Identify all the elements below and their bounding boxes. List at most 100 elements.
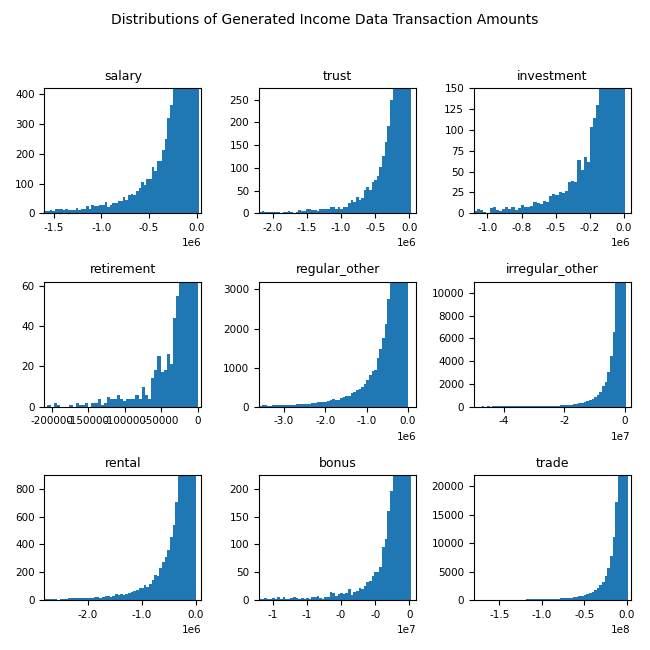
Bar (291, 405, 293, 407)
Title: salary: salary (104, 70, 142, 83)
Bar (145, 395, 148, 407)
Bar (154, 172, 157, 213)
Bar (157, 577, 159, 600)
Bar (120, 398, 123, 407)
Bar (332, 593, 335, 600)
Bar (489, 209, 493, 213)
Bar (374, 180, 377, 213)
Bar (52, 599, 55, 600)
Bar (70, 598, 73, 600)
Bar (57, 405, 60, 407)
Bar (60, 209, 62, 213)
Bar (133, 195, 136, 213)
Bar (578, 596, 581, 600)
Bar (332, 399, 335, 407)
Bar (159, 568, 162, 600)
Bar (330, 400, 332, 407)
Bar (151, 580, 154, 600)
Bar (566, 405, 568, 407)
Bar (135, 395, 138, 407)
Bar (540, 204, 543, 213)
Title: irregular_other: irregular_other (506, 263, 599, 276)
Bar (515, 210, 518, 213)
Bar (390, 100, 393, 213)
Bar (565, 191, 568, 213)
Bar (361, 198, 364, 213)
Bar (361, 387, 364, 407)
Bar (283, 405, 285, 407)
Bar (571, 597, 573, 600)
Bar (267, 211, 270, 213)
Title: retirement: retirement (90, 263, 156, 276)
Bar (129, 398, 132, 407)
Bar (154, 370, 157, 407)
Bar (186, 46, 188, 407)
Bar (364, 384, 367, 407)
Bar (278, 597, 280, 600)
Bar (385, 324, 387, 407)
Bar (97, 206, 99, 213)
Bar (340, 398, 343, 407)
Bar (89, 597, 92, 600)
Bar (62, 210, 65, 213)
Bar (345, 207, 348, 213)
Bar (304, 599, 306, 600)
Bar (176, 296, 179, 407)
Bar (552, 406, 555, 407)
Bar (164, 139, 167, 213)
Bar (604, 382, 607, 407)
Bar (132, 398, 135, 407)
Bar (125, 594, 128, 600)
Bar (55, 599, 57, 600)
Bar (540, 599, 542, 600)
Bar (578, 403, 581, 407)
Bar (172, 525, 176, 600)
Bar (319, 209, 322, 213)
Bar (364, 586, 367, 600)
Bar (337, 400, 340, 407)
Bar (335, 400, 337, 407)
Text: 1e6: 1e6 (396, 239, 416, 248)
Bar (602, 582, 604, 600)
Bar (330, 207, 332, 213)
Bar (92, 205, 94, 213)
Bar (327, 401, 330, 407)
Bar (76, 208, 79, 213)
Bar (94, 597, 97, 600)
Bar (116, 395, 120, 407)
Bar (599, 586, 602, 600)
Bar (317, 211, 319, 213)
Bar (120, 593, 123, 600)
Bar (377, 572, 380, 600)
Bar (306, 209, 309, 213)
Bar (262, 211, 265, 213)
Bar (81, 598, 84, 600)
Bar (337, 207, 340, 213)
Bar (408, 0, 411, 600)
Bar (111, 398, 114, 407)
Bar (288, 211, 291, 213)
Bar (558, 406, 560, 407)
Bar (374, 572, 377, 600)
Bar (592, 398, 594, 407)
Bar (571, 405, 573, 407)
Bar (283, 211, 285, 213)
Bar (86, 599, 89, 600)
Bar (343, 397, 345, 407)
Bar (178, 10, 181, 213)
Bar (369, 190, 372, 213)
Bar (343, 207, 345, 213)
Bar (550, 599, 552, 600)
Bar (98, 398, 101, 407)
Bar (102, 205, 105, 213)
Bar (278, 405, 280, 407)
Bar (151, 167, 154, 213)
Bar (317, 596, 319, 600)
Bar (576, 404, 578, 407)
Bar (593, 118, 596, 213)
Bar (176, 502, 178, 600)
Bar (406, 0, 408, 407)
Bar (126, 398, 129, 407)
Bar (114, 398, 116, 407)
Bar (267, 406, 270, 407)
